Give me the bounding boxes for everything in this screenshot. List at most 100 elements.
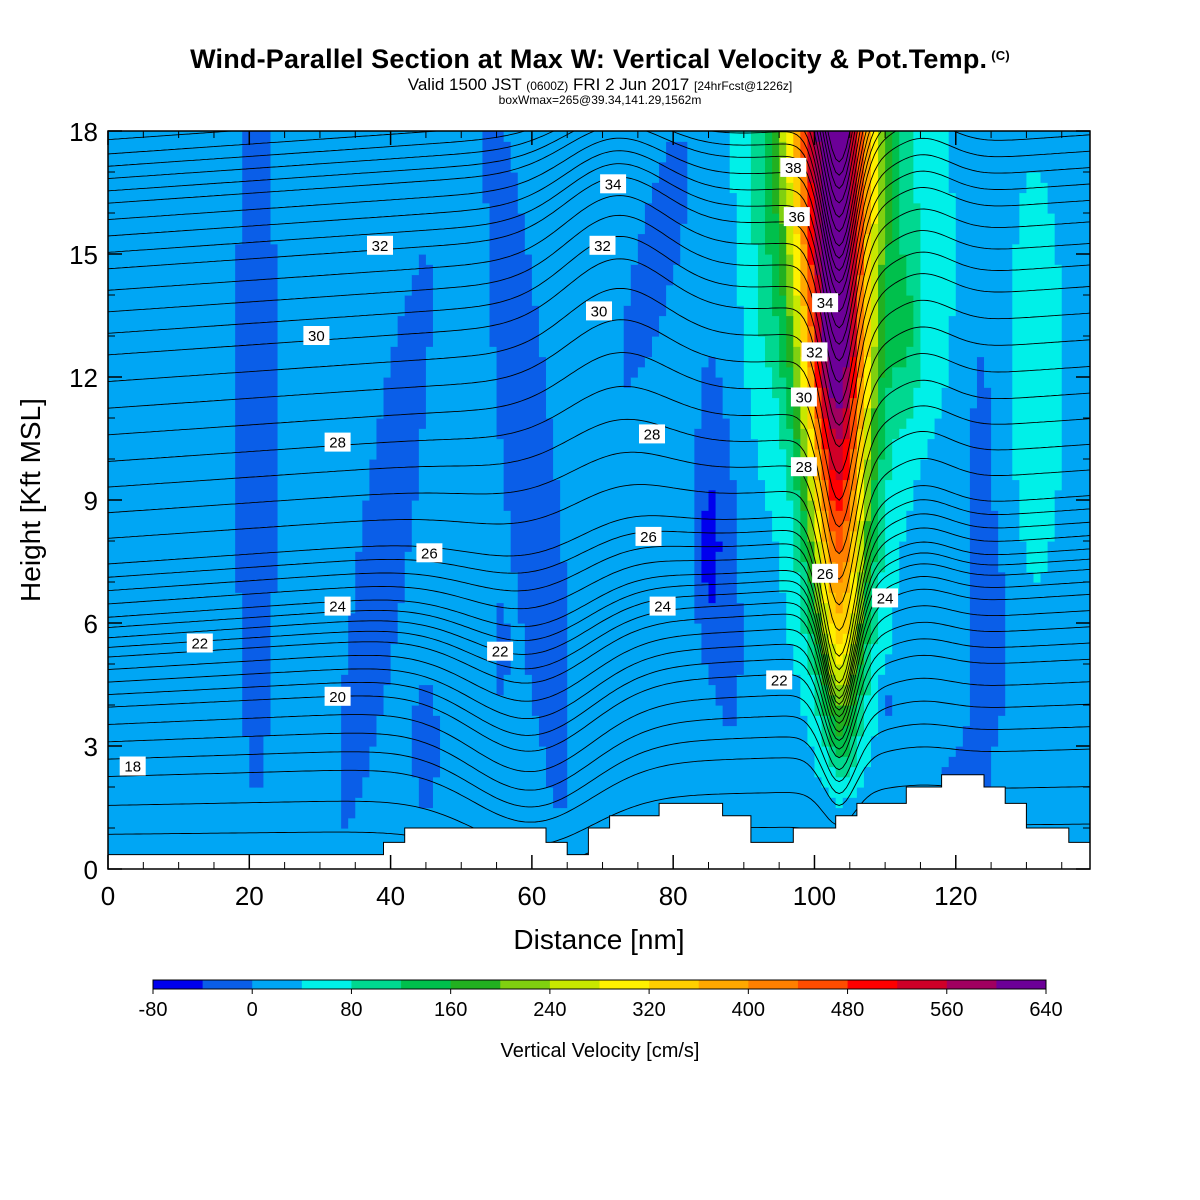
field-cell (800, 715, 809, 869)
field-cell (892, 592, 900, 869)
field-cell (1047, 541, 1056, 869)
theta-contour-line (108, 163, 1090, 345)
field-cell (701, 366, 710, 511)
field-cell (842, 479, 851, 522)
colorbar-swatch (698, 980, 749, 989)
field-cell (743, 387, 752, 869)
field-cell (998, 131, 1006, 573)
valid-prefix: Valid 1500 JST (407, 75, 522, 94)
contour-label-text: 34 (605, 176, 622, 193)
theta-contour-line (108, 499, 1090, 671)
copyright-mark: (C) (991, 48, 1010, 63)
field-cell (708, 602, 717, 686)
field-cell (835, 684, 844, 706)
field-cell (821, 131, 830, 358)
field-cell (906, 295, 914, 347)
x-tick-label: 120 (934, 881, 977, 911)
field-cell (814, 571, 823, 614)
field-cell (1026, 571, 1035, 869)
field-cell (786, 428, 794, 501)
field-cell (772, 131, 780, 214)
theta-contour-line (108, 131, 875, 272)
theta-contour-line (108, 379, 1090, 555)
field-cell (574, 131, 582, 869)
field-cell (899, 366, 907, 429)
colorbar-tick-label: 80 (340, 999, 362, 1021)
y-axis-title: Height [Kft MSL] (15, 398, 46, 602)
theta-contour-line (108, 654, 1090, 759)
field-cell (779, 295, 787, 378)
field-cell (701, 131, 710, 368)
contour-label-box (649, 596, 676, 616)
colorbar-swatch (252, 980, 303, 989)
theta-contour-line (108, 677, 1090, 773)
colorbar-frame (152, 979, 1047, 990)
field-cell (863, 459, 872, 522)
x-tick-label: 0 (101, 881, 115, 911)
contour-label-text: 24 (329, 599, 346, 616)
colorbar-tick-label: 640 (1029, 999, 1062, 1021)
colorbar-tick-label: 240 (533, 999, 566, 1021)
colorbar-swatch (153, 980, 204, 989)
field-cell (800, 469, 809, 511)
colorbar-swatch (946, 980, 997, 989)
field-cell (708, 131, 717, 358)
field-cell (800, 131, 809, 173)
colorbar-swatch (599, 980, 650, 989)
field-cell (524, 131, 533, 255)
field-cell (517, 623, 526, 869)
contour-label-box (872, 588, 899, 608)
contour-label-text: 26 (640, 529, 657, 546)
theta-contour-line (108, 605, 1090, 733)
valid-time-line: Valid 1500 JST (0600Z) FRI 2 Jun 2017 [2… (0, 75, 1200, 95)
field-cell (948, 131, 957, 194)
field-cell (870, 407, 879, 481)
field-cell (468, 131, 476, 869)
field-cell (510, 571, 519, 869)
field-cell (856, 377, 865, 429)
field-cell (793, 172, 801, 235)
field-cell (750, 438, 759, 869)
field-cell (842, 592, 851, 634)
field-cell (849, 571, 858, 614)
field-cell (291, 131, 300, 869)
colorbar-tick-label: -80 (139, 999, 168, 1021)
field-cell (885, 694, 893, 716)
field-cell (1026, 172, 1035, 573)
field-cell (729, 725, 738, 869)
field-cell (807, 582, 816, 634)
field-cell (821, 448, 830, 481)
field-cell (828, 746, 837, 768)
field-cell (729, 479, 738, 727)
field-cell (432, 131, 441, 716)
field-cell (722, 131, 731, 419)
field-cell (800, 510, 809, 563)
theta-contour-line (108, 513, 1090, 684)
field-cell (835, 479, 844, 511)
contour-label-box (416, 543, 443, 563)
contour-label: 22 (186, 633, 213, 653)
field-cell (411, 131, 420, 276)
field-cell (1012, 479, 1020, 869)
field-cell (637, 366, 646, 869)
contour-label-text: 36 (788, 209, 805, 226)
field-cell (235, 131, 243, 245)
field-cell (849, 612, 858, 645)
field-cell (122, 131, 130, 869)
field-cell (411, 274, 420, 501)
theta-contour-line (108, 131, 1090, 296)
field-cell (729, 131, 738, 194)
field-cell (581, 131, 589, 869)
field-cell (842, 131, 851, 368)
field-cell (270, 243, 279, 593)
field-cell (856, 694, 865, 737)
contour-label-box (589, 235, 616, 255)
field-cell (856, 735, 865, 788)
field-cell (651, 131, 660, 183)
field-cell (835, 551, 844, 583)
field-cell (1033, 131, 1042, 173)
field-cell (376, 131, 385, 419)
field-cell (510, 131, 519, 173)
colorbar-swatch (351, 980, 402, 989)
field-cell (863, 233, 872, 358)
